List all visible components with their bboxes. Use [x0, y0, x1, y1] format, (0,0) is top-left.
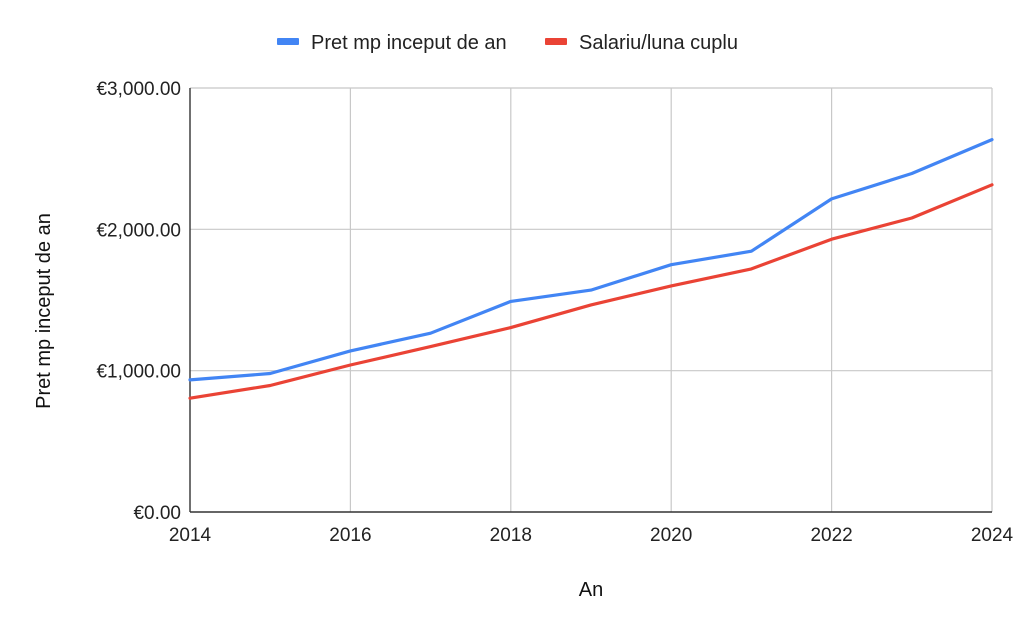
axes	[189, 88, 992, 513]
legend: Pret mp inceput de an Salariu/luna cuplu	[277, 32, 738, 54]
legend-swatch-series-2	[545, 38, 567, 45]
series-line-2	[188, 183, 994, 400]
legend-swatch-series-1	[277, 38, 299, 45]
legend-label-series-2: Salariu/luna cuplu	[579, 32, 738, 54]
x-tick-label: 2020	[650, 525, 692, 546]
x-tick-label: 2014	[169, 525, 212, 546]
tick-labels: €0.00 €1,000.00 €2,000.00 €3,000.00 2014 2016…	[96, 79, 1013, 546]
y-tick-label: €0.00	[133, 503, 181, 524]
x-axis-title: An	[579, 579, 603, 601]
series-line-1	[188, 138, 994, 382]
y-tick-label: €3,000.00	[96, 79, 181, 100]
y-axis-title: Pret mp inceput de an	[33, 213, 55, 409]
series-lines	[188, 138, 994, 400]
y-tick-label: €1,000.00	[96, 362, 181, 383]
legend-item-series-2: Salariu/luna cuplu	[545, 32, 738, 54]
legend-label-series-1: Pret mp inceput de an	[311, 32, 507, 54]
legend-item-series-1: Pret mp inceput de an	[277, 32, 507, 54]
y-tick-label: €2,000.00	[96, 220, 181, 241]
gridlines	[190, 87, 993, 512]
x-tick-label: 2018	[490, 525, 532, 546]
x-tick-label: 2016	[329, 525, 371, 546]
x-tick-label: 2024	[971, 525, 1014, 546]
x-tick-label: 2022	[810, 525, 852, 546]
